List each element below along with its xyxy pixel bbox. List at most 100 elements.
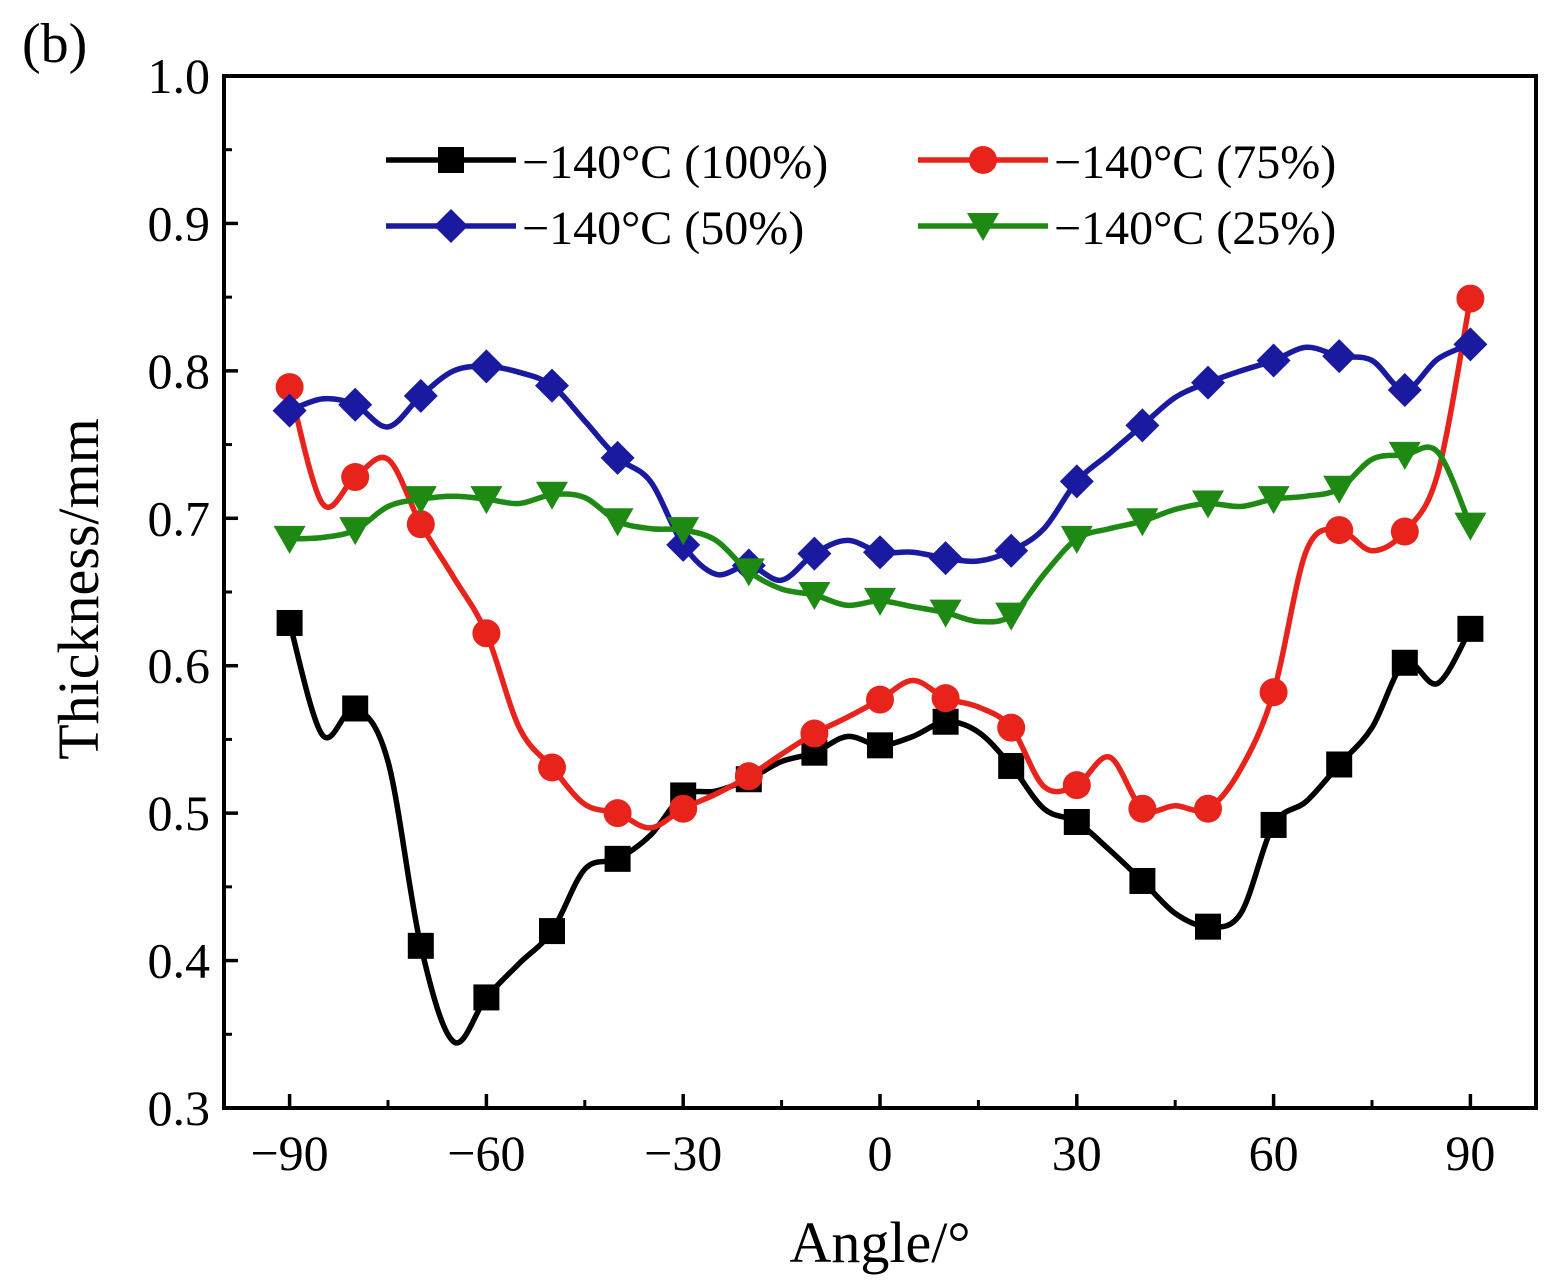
- data-point: [339, 517, 372, 546]
- series-4: [273, 441, 1487, 631]
- data-point: [1060, 525, 1093, 554]
- y-tick-label: 0.6: [148, 638, 211, 694]
- data-point: [867, 732, 893, 759]
- y-tick-label: 0.5: [148, 785, 211, 841]
- data-point: [928, 541, 963, 576]
- data-point: [1390, 517, 1419, 546]
- data-point: [1126, 508, 1159, 537]
- data-point: [797, 536, 832, 571]
- data-point: [995, 602, 1028, 631]
- data-point: [1195, 913, 1221, 940]
- data-point: [798, 581, 831, 610]
- legend-item: −140°C (100%): [386, 136, 828, 189]
- x-tick-label: 60: [1249, 1125, 1299, 1181]
- data-point: [932, 708, 959, 735]
- data-point: [407, 932, 434, 959]
- x-tick-label: 0: [868, 1125, 893, 1181]
- legend-item: −140°C (25%): [918, 202, 1336, 255]
- legend-item: −140°C (50%): [386, 202, 804, 255]
- data-point: [275, 373, 304, 402]
- data-point: [1323, 475, 1356, 504]
- data-point: [1062, 771, 1091, 800]
- legend-label: −140°C (100%): [522, 136, 828, 189]
- y-tick-label: 0.7: [148, 490, 211, 546]
- data-point: [403, 378, 438, 413]
- data-point: [1326, 751, 1353, 778]
- data-point: [1391, 649, 1418, 676]
- y-tick-label: 0.9: [148, 195, 211, 251]
- data-point: [1259, 678, 1288, 707]
- data-point: [1194, 794, 1222, 823]
- data-point: [469, 349, 504, 384]
- series-2: [275, 284, 1485, 831]
- data-point: [404, 486, 437, 515]
- plot-area: 0.3 0.4 0.5 0.6 0.7 0.8 0.9 1.0 −90 −60 −30 0 30 60 90…: [148, 48, 1538, 1181]
- legend-marker: [967, 213, 999, 241]
- data-point: [1387, 373, 1422, 408]
- data-point: [603, 799, 632, 828]
- legend: −140°C (100%) −140°C (75%) −140°C (50%) −14…: [386, 136, 1336, 255]
- data-point: [342, 695, 369, 722]
- x-tick-label: −60: [447, 1125, 525, 1181]
- data-point: [866, 685, 894, 714]
- data-point: [1192, 490, 1224, 519]
- data-point: [1257, 486, 1290, 515]
- data-point: [604, 845, 631, 872]
- data-point: [338, 387, 373, 422]
- data-point: [1388, 441, 1421, 470]
- y-tick-label: 0.3: [148, 1080, 211, 1136]
- data-point: [1128, 794, 1157, 823]
- data-point: [539, 918, 565, 945]
- data-point: [1457, 615, 1484, 642]
- data-point: [600, 440, 635, 475]
- data-point: [864, 587, 896, 616]
- x-tick-label: −30: [644, 1125, 722, 1181]
- x-tick-label: 90: [1445, 1125, 1495, 1181]
- data-point: [1325, 516, 1354, 545]
- data-point: [470, 486, 503, 515]
- data-point: [931, 684, 960, 713]
- data-point: [276, 609, 303, 636]
- data-point: [272, 393, 307, 428]
- x-tick-label: −90: [250, 1125, 328, 1181]
- y-tick-label: 0.4: [148, 933, 211, 989]
- data-point: [1456, 284, 1485, 313]
- data-point: [601, 508, 634, 537]
- data-point: [1453, 327, 1488, 362]
- data-point: [1059, 464, 1094, 499]
- legend-label: −140°C (50%): [522, 202, 804, 255]
- data-point: [1191, 365, 1225, 400]
- y-tick-label: 0.8: [148, 343, 211, 399]
- y-axis-title: Thickness/mm: [46, 418, 111, 760]
- data-point: [536, 481, 568, 510]
- legend-label: −140°C (25%): [1054, 202, 1336, 255]
- data-point: [473, 984, 500, 1011]
- data-point: [1322, 339, 1357, 374]
- legend-item: −140°C (75%): [918, 136, 1336, 189]
- data-point: [1125, 408, 1160, 443]
- data-point: [341, 463, 370, 492]
- data-point: [273, 525, 306, 554]
- x-axis-title: Angle/°: [789, 1210, 970, 1275]
- data-point: [535, 368, 569, 403]
- legend-marker: [434, 209, 468, 243]
- data-point: [994, 533, 1029, 568]
- data-point: [1063, 808, 1090, 835]
- data-point: [669, 794, 698, 823]
- data-point: [863, 535, 897, 570]
- x-tick-label: 30: [1052, 1125, 1102, 1181]
- data-point: [1454, 512, 1487, 541]
- legend-marker: [438, 147, 464, 173]
- data-point: [1260, 811, 1287, 838]
- data-point: [732, 558, 765, 587]
- y-tick-label: 1.0: [148, 48, 211, 104]
- data-point: [929, 599, 962, 628]
- data-point: [800, 719, 829, 748]
- data-point: [998, 752, 1025, 779]
- data-point: [1256, 343, 1291, 378]
- data-point: [538, 753, 566, 782]
- data-point: [472, 619, 501, 648]
- legend-marker: [969, 146, 997, 174]
